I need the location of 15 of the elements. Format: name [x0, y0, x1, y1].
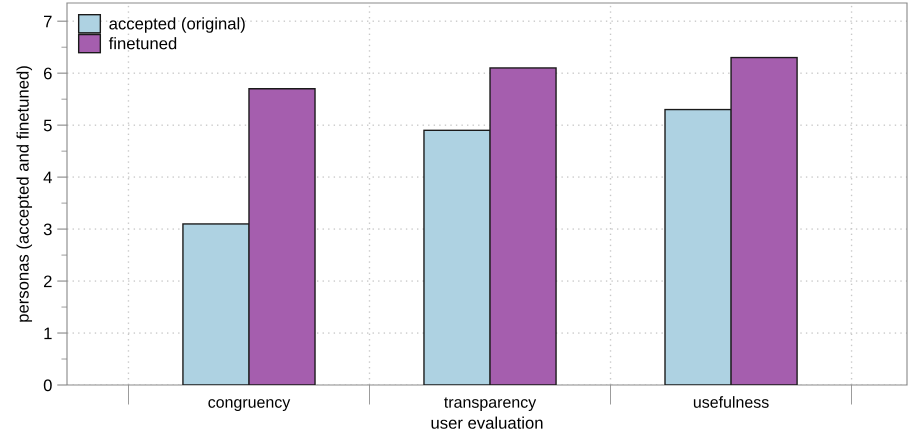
y-tick-label: 1: [44, 328, 52, 340]
y-tick-label: 5: [44, 120, 52, 132]
legend-label: accepted (original): [109, 17, 245, 33]
legend-label: finetuned: [108, 37, 176, 50]
y-tick-label: 6: [44, 68, 52, 80]
y-axis-title: personas (accepted and finetuned): [16, 66, 32, 322]
y-tick-label: 0: [44, 379, 52, 392]
y-tick-label: 2: [44, 275, 52, 288]
x-axis-title: user evaluation: [432, 416, 542, 429]
y-tick-label: 3: [44, 223, 52, 236]
x-tick-label: transparency: [444, 397, 536, 411]
x-tick-label: congruency: [208, 399, 290, 411]
y-tick-label: 4: [44, 172, 52, 184]
x-tick-label: usefulness: [694, 396, 769, 408]
y-tick-label: 7: [44, 16, 52, 28]
